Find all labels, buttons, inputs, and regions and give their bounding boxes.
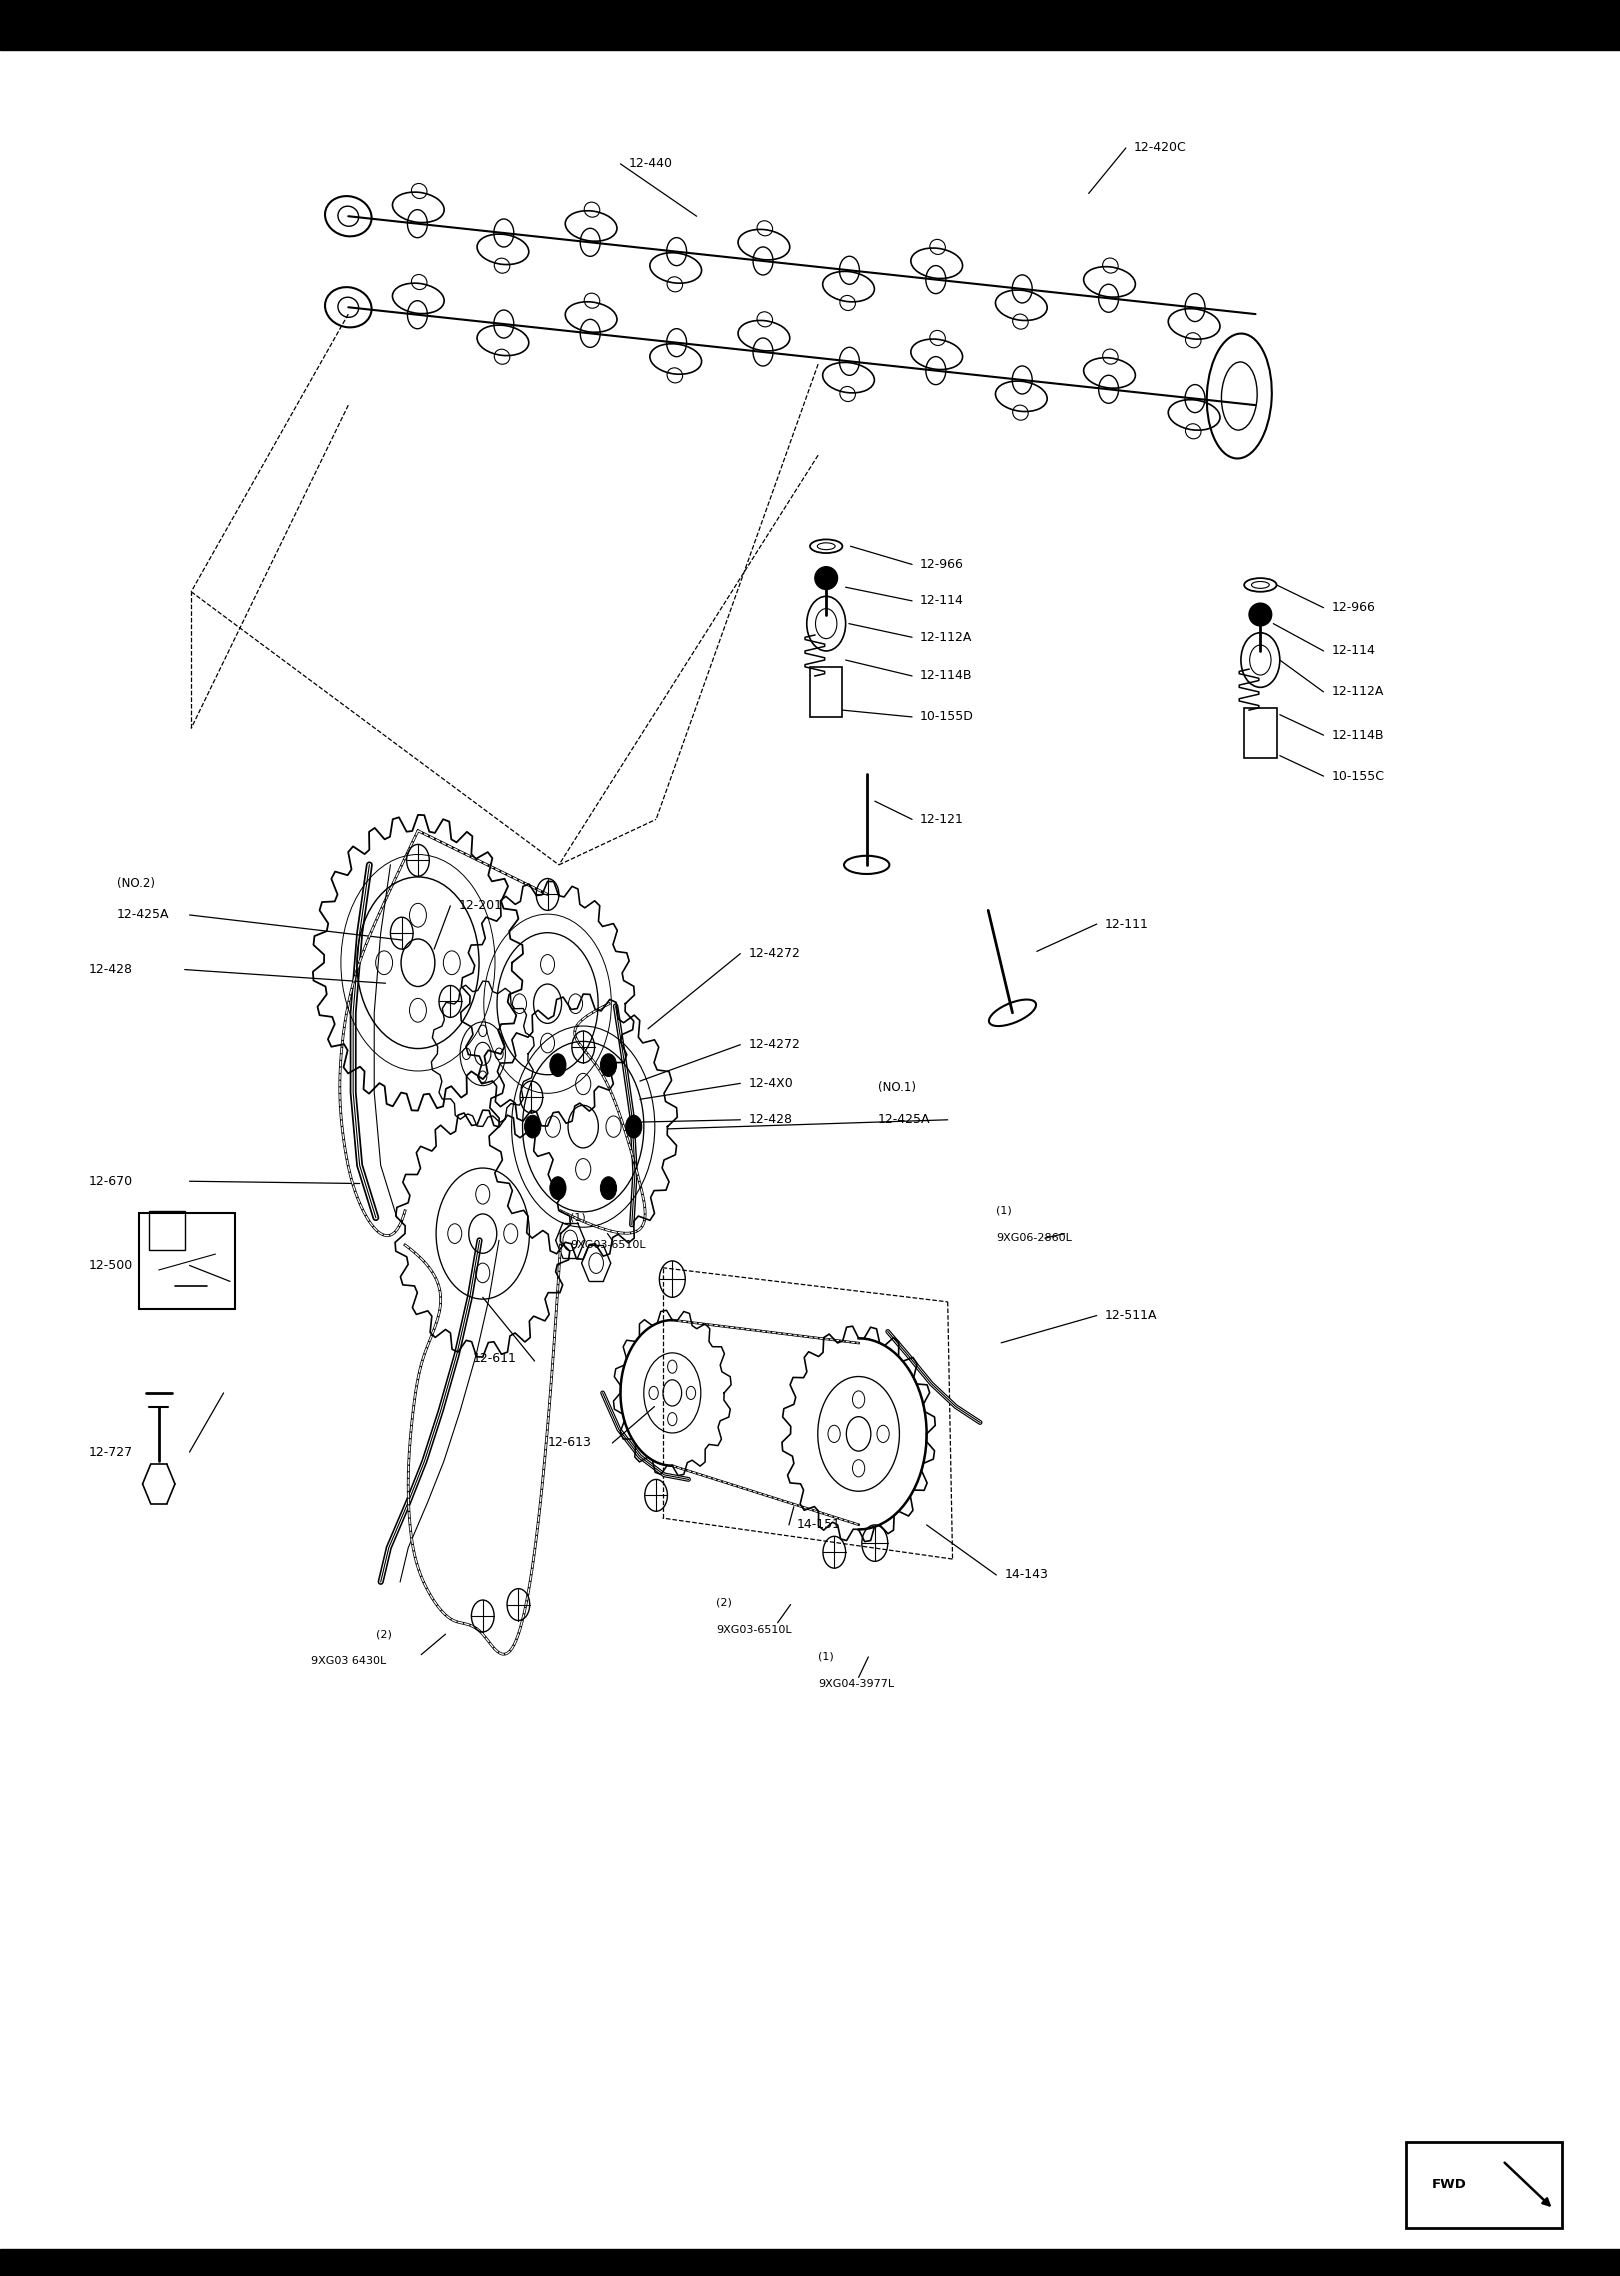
Circle shape: [625, 1115, 642, 1138]
Text: 12-511A: 12-511A: [1105, 1309, 1157, 1322]
Text: 14-151: 14-151: [797, 1518, 841, 1532]
Text: (1): (1): [818, 1652, 834, 1661]
Text: 12-500: 12-500: [89, 1259, 133, 1272]
Bar: [0, 2249, 1620, 2276]
Text: 12-201: 12-201: [458, 899, 502, 913]
Text: 12-425A: 12-425A: [878, 1113, 930, 1127]
Ellipse shape: [1249, 603, 1272, 626]
Text: 12-966: 12-966: [920, 558, 964, 571]
Text: 12-425A: 12-425A: [117, 908, 168, 922]
Text: 12-112A: 12-112A: [920, 630, 972, 644]
Text: 12-966: 12-966: [1332, 601, 1375, 615]
Text: (1): (1): [996, 1206, 1012, 1215]
Circle shape: [549, 1177, 565, 1199]
Text: 10-155D: 10-155D: [920, 710, 974, 724]
Circle shape: [549, 1054, 565, 1077]
Text: (2): (2): [376, 1630, 392, 1639]
Text: (NO.1): (NO.1): [878, 1081, 915, 1095]
Text: 12-727: 12-727: [89, 1445, 133, 1459]
Circle shape: [525, 1115, 541, 1138]
Text: 14-143: 14-143: [1004, 1568, 1048, 1582]
Text: 9XG04-3977L: 9XG04-3977L: [818, 1680, 894, 1689]
Text: (1): (1): [570, 1213, 586, 1222]
Text: 12-428: 12-428: [89, 963, 133, 976]
Text: 9XG03-6510L: 9XG03-6510L: [570, 1240, 646, 1250]
Text: 12-4272: 12-4272: [748, 1038, 800, 1052]
Circle shape: [601, 1054, 617, 1077]
Text: 12-112A: 12-112A: [1332, 685, 1383, 699]
Text: 12-440: 12-440: [629, 157, 672, 171]
Text: 12-114B: 12-114B: [920, 669, 972, 683]
Bar: [1406, 2142, 1562, 2228]
Text: (NO.2): (NO.2): [117, 876, 154, 890]
Text: (2): (2): [716, 1598, 732, 1607]
Text: 12-4X0: 12-4X0: [748, 1077, 794, 1090]
Text: 9XG03 6430L: 9XG03 6430L: [311, 1657, 386, 1666]
Ellipse shape: [815, 567, 838, 589]
Text: 9XG03-6510L: 9XG03-6510L: [716, 1625, 792, 1634]
Text: 9XG06-2860L: 9XG06-2860L: [996, 1234, 1072, 1243]
Text: 12-114: 12-114: [920, 594, 964, 608]
Bar: [0, 0, 1620, 50]
Text: 12-613: 12-613: [548, 1436, 591, 1450]
Text: 12-111: 12-111: [1105, 917, 1149, 931]
Text: 12-114B: 12-114B: [1332, 728, 1383, 742]
Text: FWD: FWD: [1432, 2178, 1468, 2192]
Text: 12-611: 12-611: [473, 1352, 517, 1366]
Text: 12-420C: 12-420C: [1134, 141, 1187, 155]
Circle shape: [601, 1177, 617, 1199]
Text: 12-428: 12-428: [748, 1113, 792, 1127]
Text: 12-4272: 12-4272: [748, 947, 800, 960]
Text: 12-121: 12-121: [920, 813, 964, 826]
Text: 10-155C: 10-155C: [1332, 769, 1385, 783]
Text: 12-670: 12-670: [89, 1174, 133, 1188]
Text: 12-114: 12-114: [1332, 644, 1375, 658]
